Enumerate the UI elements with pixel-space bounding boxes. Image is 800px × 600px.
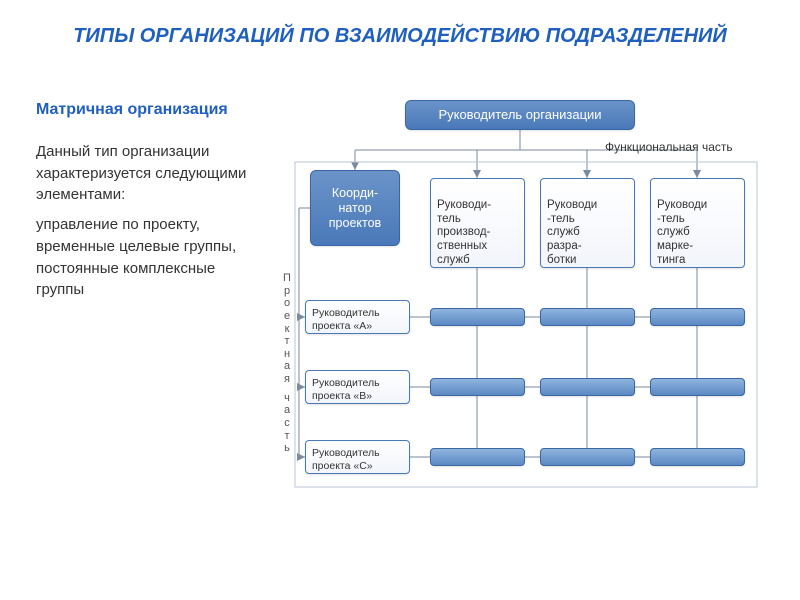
cell-a-1: [430, 308, 525, 326]
cell-b-1: [430, 378, 525, 396]
cell-c-3: [650, 448, 745, 466]
func-head-1-label: Руководи- тель производ- ственных служб: [437, 199, 491, 266]
cell-b-2: [540, 378, 635, 396]
project-b-box: Руководитель проекта «В»: [305, 370, 410, 404]
func-head-3: Руководи -тель служб марке- тинга: [650, 178, 745, 268]
left-column: Матричная организация Данный тип организ…: [36, 100, 256, 309]
slide-title: ТИПЫ ОРГАНИЗАЦИЙ ПО ВЗАИМОДЕЙСТВИЮ ПОДРА…: [0, 0, 800, 59]
coordinator-label: Коорди- натор проектов: [329, 186, 381, 231]
project-a-label: Руководитель проекта «А»: [312, 307, 380, 332]
func-head-3-label: Руководи -тель служб марке- тинга: [657, 199, 707, 266]
func-head-2: Руководи -тель служб разра- ботки: [540, 178, 635, 268]
func-head-2-label: Руководи -тель служб разра- ботки: [547, 199, 597, 266]
coordinator-box: Коорди- натор проектов: [310, 170, 400, 246]
functional-part-label: Функциональная часть: [605, 140, 733, 154]
project-b-label: Руководитель проекта «В»: [312, 377, 380, 402]
top-manager-box: Руководитель организации: [405, 100, 635, 130]
cell-b-3: [650, 378, 745, 396]
paragraph-1: Данный тип организации характеризуется с…: [36, 141, 256, 206]
project-c-box: Руководитель проекта «С»: [305, 440, 410, 474]
project-part-vertical-label: Проектнаячасть: [281, 272, 293, 455]
cell-a-2: [540, 308, 635, 326]
top-manager-label: Руководитель организации: [438, 107, 601, 123]
cell-c-2: [540, 448, 635, 466]
project-a-box: Руководитель проекта «А»: [305, 300, 410, 334]
matrix-diagram: Руководитель организации Функциональная …: [275, 100, 785, 570]
project-c-label: Руководитель проекта «С»: [312, 447, 380, 472]
subtitle: Матричная организация: [36, 100, 256, 121]
func-head-1: Руководи- тель производ- ственных служб: [430, 178, 525, 268]
cell-a-3: [650, 308, 745, 326]
paragraph-2: управление по проекту, временные целевые…: [36, 214, 256, 301]
cell-c-1: [430, 448, 525, 466]
